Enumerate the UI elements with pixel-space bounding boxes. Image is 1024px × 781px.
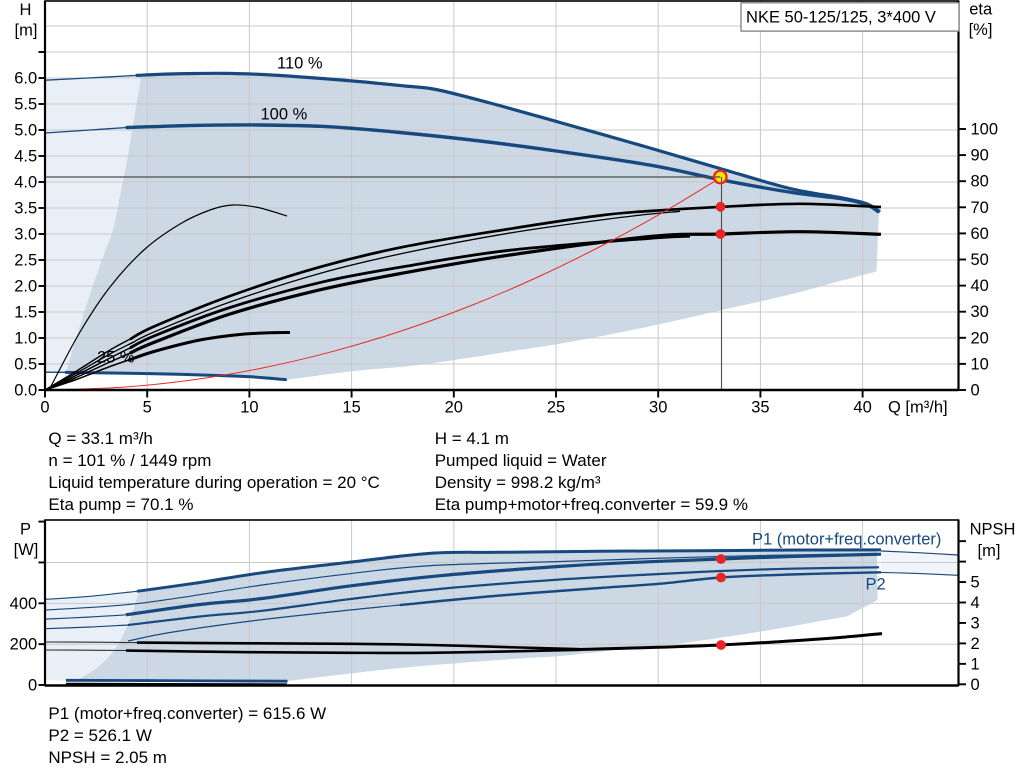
svg-text:NKE 50-125/125, 3*400 V: NKE 50-125/125, 3*400 V (746, 8, 936, 26)
svg-text:50: 50 (971, 251, 989, 269)
svg-text:6.0: 6.0 (14, 70, 37, 88)
svg-text:3.5: 3.5 (14, 200, 37, 218)
svg-text:Q = 33.1 m³/h: Q = 33.1 m³/h (48, 429, 152, 448)
svg-text:5: 5 (143, 399, 152, 417)
svg-text:n = 101 % / 1449 rpm: n = 101 % / 1449 rpm (48, 451, 211, 470)
svg-text:5.5: 5.5 (14, 96, 37, 114)
svg-text:100 %: 100 % (261, 105, 308, 123)
svg-text:4.5: 4.5 (14, 148, 37, 166)
svg-text:30: 30 (649, 399, 667, 417)
svg-text:0.5: 0.5 (14, 356, 37, 374)
svg-text:0: 0 (28, 677, 37, 695)
svg-text:70: 70 (971, 199, 989, 217)
svg-text:4: 4 (971, 594, 980, 612)
svg-text:3: 3 (971, 614, 980, 632)
svg-text:10: 10 (971, 355, 989, 373)
svg-text:110 %: 110 % (277, 54, 323, 72)
svg-text:H = 4.1 m: H = 4.1 m (435, 429, 509, 448)
svg-text:3.0: 3.0 (14, 226, 37, 244)
svg-text:2: 2 (971, 635, 980, 653)
svg-text:15: 15 (342, 399, 360, 417)
svg-text:Liquid temperature during oper: Liquid temperature during operation = 20… (48, 473, 379, 492)
svg-text:60: 60 (971, 225, 989, 243)
svg-text:4.0: 4.0 (14, 174, 37, 192)
svg-text:40: 40 (971, 277, 989, 295)
svg-text:0.0: 0.0 (14, 382, 37, 400)
svg-text:5: 5 (971, 574, 980, 592)
svg-text:40: 40 (853, 399, 871, 417)
svg-text:400: 400 (10, 595, 38, 613)
svg-text:1: 1 (971, 655, 980, 673)
svg-text:P1 (motor+freq.converter) = 61: P1 (motor+freq.converter) = 615.6 W (48, 704, 326, 723)
svg-text:200: 200 (10, 636, 38, 654)
svg-text:Eta pump+motor+freq.converter: Eta pump+motor+freq.converter = 59.9 % (435, 495, 748, 514)
svg-text:eta: eta (969, 1, 993, 19)
svg-text:P: P (20, 521, 31, 539)
svg-text:H: H (20, 1, 32, 19)
svg-text:Density = 998.2 kg/m³: Density = 998.2 kg/m³ (435, 473, 601, 492)
svg-text:25 %: 25 % (97, 349, 135, 367)
svg-text:0: 0 (971, 382, 980, 400)
svg-text:NPSH: NPSH (970, 520, 1016, 538)
svg-text:NPSH = 2.05 m: NPSH = 2.05 m (48, 748, 167, 767)
svg-text:P1 (motor+freq.converter): P1 (motor+freq.converter) (752, 531, 941, 549)
svg-text:1.5: 1.5 (14, 304, 37, 322)
svg-text:0: 0 (40, 399, 49, 417)
svg-text:[W]: [W] (14, 541, 39, 559)
svg-text:Eta pump = 70.1 %: Eta pump = 70.1 % (48, 495, 193, 514)
svg-text:25: 25 (547, 399, 565, 417)
svg-text:5.0: 5.0 (14, 122, 37, 140)
svg-text:2.5: 2.5 (14, 252, 37, 270)
svg-text:[%]: [%] (969, 21, 993, 39)
svg-text:10: 10 (240, 399, 258, 417)
svg-text:P2: P2 (866, 576, 886, 594)
svg-text:90: 90 (971, 147, 989, 165)
svg-text:Q [m³/h]: Q [m³/h] (888, 399, 948, 417)
svg-text:[m]: [m] (978, 542, 1001, 560)
svg-text:100: 100 (971, 121, 999, 139)
svg-text:2.0: 2.0 (14, 278, 37, 296)
svg-text:1.0: 1.0 (14, 330, 37, 348)
svg-text:35: 35 (751, 399, 769, 417)
svg-text:[m]: [m] (15, 21, 38, 39)
svg-text:20: 20 (971, 329, 989, 347)
svg-text:80: 80 (971, 173, 989, 191)
svg-text:P2 = 526.1 W: P2 = 526.1 W (48, 726, 151, 745)
svg-text:0: 0 (971, 676, 980, 694)
svg-text:20: 20 (445, 399, 463, 417)
svg-text:Pumped liquid = Water: Pumped liquid = Water (435, 451, 607, 470)
svg-text:30: 30 (971, 303, 989, 321)
